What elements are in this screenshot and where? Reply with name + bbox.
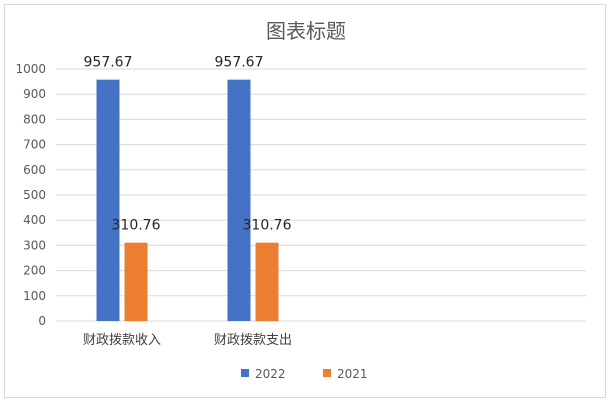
y-tick-label: 400	[23, 213, 46, 227]
x-axis-categories: 财政拨款收入 财政拨款支出	[83, 333, 292, 348]
y-tick-label: 1000	[15, 62, 46, 76]
y-axis-ticks: 0 100 200 300 400 500 600 700 800 900 1000	[15, 62, 46, 328]
data-label: 957.67	[84, 55, 133, 71]
data-label: 310.76	[243, 218, 292, 234]
bar	[255, 242, 279, 321]
category-label: 财政拨款收入	[83, 333, 161, 348]
legend-swatch	[323, 369, 331, 377]
category-label: 财政拨款支出	[214, 333, 292, 348]
y-tick-label: 200	[23, 264, 46, 278]
y-tick-label: 100	[23, 289, 46, 303]
data-label: 957.67	[215, 55, 264, 71]
chart-title: 图表标题	[266, 19, 346, 43]
bar	[124, 242, 148, 321]
legend-swatch	[241, 369, 249, 377]
bar	[96, 79, 120, 321]
y-tick-label: 600	[23, 163, 46, 177]
y-tick-label: 800	[23, 112, 46, 126]
legend-label: 2021	[337, 367, 368, 381]
legend: 2022 2021	[241, 367, 368, 381]
y-tick-label: 0	[38, 314, 46, 328]
data-labels: 957.67 310.76 957.67 310.76	[84, 55, 292, 234]
y-tick-label: 300	[23, 238, 46, 252]
data-label: 310.76	[112, 218, 161, 234]
bars	[96, 79, 279, 321]
legend-label: 2022	[255, 367, 286, 381]
y-tick-label: 700	[23, 138, 46, 152]
bar	[227, 79, 251, 321]
y-tick-label: 900	[23, 87, 46, 101]
y-tick-label: 500	[23, 188, 46, 202]
